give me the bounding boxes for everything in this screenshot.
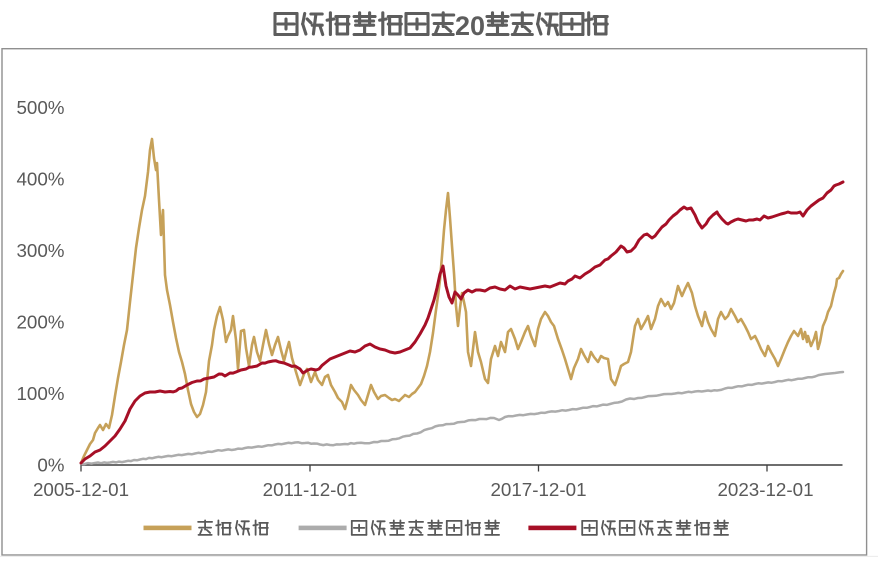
svg-text:0%: 0% bbox=[37, 454, 64, 475]
svg-text:2005-12-01: 2005-12-01 bbox=[33, 479, 129, 500]
svg-text:20: 20 bbox=[455, 11, 485, 41]
svg-text:400%: 400% bbox=[16, 169, 64, 190]
svg-text:2011-12-01: 2011-12-01 bbox=[263, 479, 358, 500]
svg-text:200%: 200% bbox=[16, 312, 64, 333]
svg-text:300%: 300% bbox=[16, 240, 64, 261]
svg-text:100%: 100% bbox=[16, 383, 64, 404]
svg-text:2023-12-01: 2023-12-01 bbox=[717, 479, 813, 500]
svg-text:2017-12-01: 2017-12-01 bbox=[490, 479, 586, 500]
svg-text:500%: 500% bbox=[16, 97, 64, 118]
